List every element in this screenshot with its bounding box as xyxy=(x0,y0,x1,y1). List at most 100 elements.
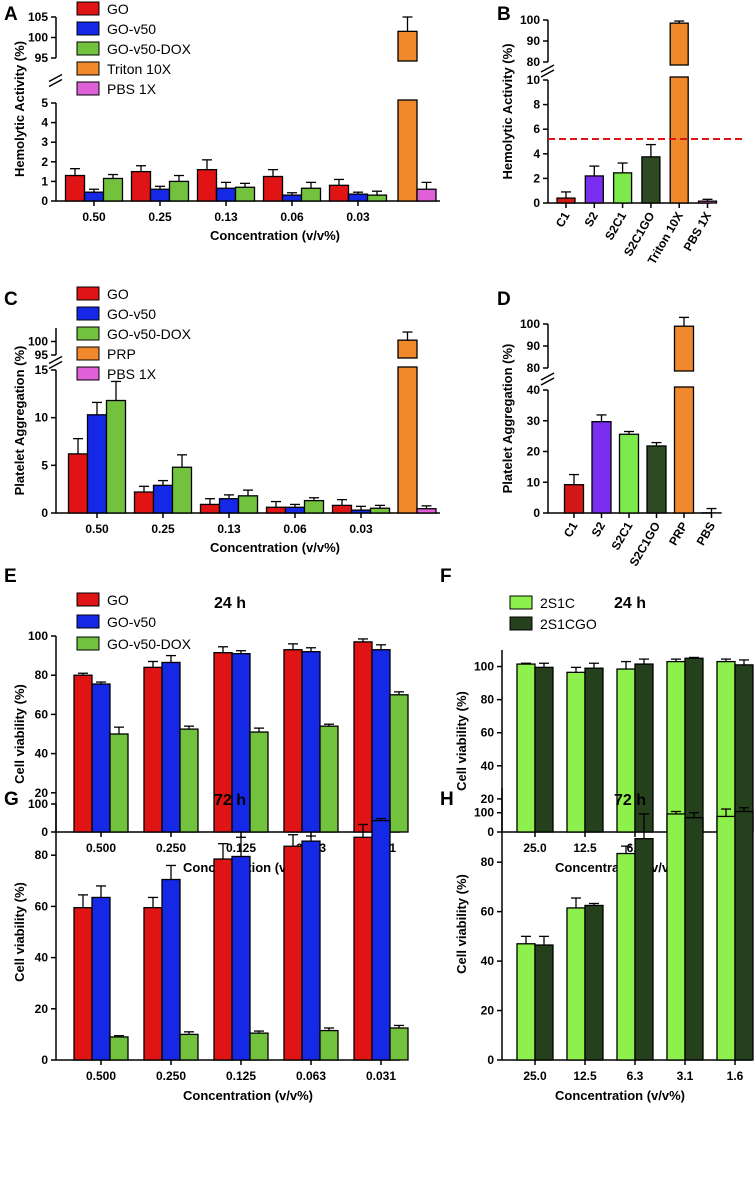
bar-GO-v50-0.03 xyxy=(350,509,372,514)
y-upper-tick-label-100: 100 xyxy=(28,31,48,45)
error-bar-GO-v50-DOX-0.031 xyxy=(394,691,404,695)
x-tick-label-0.13: 0.13 xyxy=(217,522,241,536)
x-axis-label: Concentration (v/v%) xyxy=(555,1088,685,1103)
error-bar-GO-0.03 xyxy=(337,499,347,506)
bar-S2C1GO xyxy=(641,156,661,204)
axis-break-mark-upper xyxy=(48,355,63,365)
y-lower-tick-label-0: 0 xyxy=(533,196,540,210)
error-bar-2S1C-25.0 xyxy=(521,935,531,944)
bar-GO-v50-0.50 xyxy=(86,414,108,514)
legend-label: 2S1CGO xyxy=(540,616,597,632)
error-bar-PRP xyxy=(679,316,689,327)
legend-swatch xyxy=(76,614,100,629)
bar-2S1C-3.1 xyxy=(666,660,686,833)
bar-GO-0.063 xyxy=(283,845,303,1061)
y-tick-label-40: 40 xyxy=(35,951,49,965)
y-lower-tick-label-30: 30 xyxy=(527,414,541,428)
y-tick-label-0: 0 xyxy=(487,825,494,839)
bar-GO-0.25 xyxy=(130,170,152,202)
bar-GO-0.031 xyxy=(353,641,373,833)
error-bar-2S1CGO-12.5 xyxy=(589,902,599,906)
axis-break-mark-lower xyxy=(48,360,63,370)
error-bar-GO-0.50 xyxy=(73,437,83,454)
bar-GO-v50-DOX-0.125 xyxy=(249,1032,269,1061)
x-tick-label-0.063: 0.063 xyxy=(296,1069,326,1083)
y-tick-label-40: 40 xyxy=(481,954,495,968)
error-bar-S2 xyxy=(589,165,600,176)
bar-Triton 10X-lower xyxy=(397,99,418,202)
bar-GO-0.250 xyxy=(143,666,163,833)
bar-GO-v50-DOX-0.063 xyxy=(319,1029,339,1061)
error-bar-GO-0.06 xyxy=(271,500,281,508)
bar-GO-v50-0.06 xyxy=(281,194,303,202)
error-bar-GO-v50-0.031 xyxy=(376,817,386,821)
axis-break-mark-lower xyxy=(540,377,555,386)
y-tick-label-20: 20 xyxy=(35,786,49,800)
legend-label: GO-v50 xyxy=(107,614,156,630)
error-bar-GO-0.063 xyxy=(288,643,298,650)
axis-break-mark-upper xyxy=(540,64,555,73)
bar-GO-0.250 xyxy=(143,907,163,1061)
legend-label: GO-v50 xyxy=(107,306,156,322)
x-tick-label-25.0: 25.0 xyxy=(523,841,547,855)
axis-break-mark-upper xyxy=(540,372,555,381)
bar-GO-v50-DOX-0.500 xyxy=(109,733,129,833)
bar-2S1C-6.3 xyxy=(616,852,636,1061)
bar-2S1C-25.0 xyxy=(516,943,536,1061)
y-tick-label-20: 20 xyxy=(35,1002,49,1016)
chart-title: 24 h xyxy=(214,595,246,612)
bar-GO-0.03 xyxy=(331,504,353,514)
error-bar-GO-0.03 xyxy=(334,178,344,186)
y-lower-tick-label-4: 4 xyxy=(41,116,48,130)
y-lower-tick-label-8: 8 xyxy=(533,98,540,112)
error-bar-2S1C-3.1 xyxy=(671,658,681,662)
legend-label: 2S1C xyxy=(540,595,575,611)
bar-2S1C-12.5 xyxy=(566,671,586,833)
bar-GO-v50-0.13 xyxy=(215,187,237,202)
error-bar-GO-v50-DOX-0.03 xyxy=(375,504,385,509)
bar-PRP-upper xyxy=(673,325,695,372)
bar-GO-0.500 xyxy=(73,907,93,1061)
y-tick-label-100: 100 xyxy=(28,629,48,643)
x-tick-label-0.25: 0.25 xyxy=(151,522,175,536)
error-bar-GO-v50-0.500 xyxy=(96,681,106,685)
panel-label: E xyxy=(4,566,17,587)
y-lower-tick-label-15: 15 xyxy=(35,363,49,377)
y-lower-tick-label-5: 5 xyxy=(41,458,48,472)
y-tick-label-40: 40 xyxy=(481,759,495,773)
error-bar-GO-v50-0.500 xyxy=(96,885,106,898)
error-bar-GO-v50-DOX-0.25 xyxy=(177,454,187,468)
error-bar-GO-v50-0.03 xyxy=(353,191,363,195)
bar-GO-v50-0.03 xyxy=(347,193,369,202)
error-bar-GO-v50-0.125 xyxy=(236,650,246,654)
bar-2S1CGO-1.6 xyxy=(734,810,754,1061)
bar-GO-v50-0.25 xyxy=(149,188,171,202)
error-bar-GO-v50-0.50 xyxy=(92,401,102,415)
error-bar-2S1C-6.3 xyxy=(621,845,631,854)
error-bar-GO-v50-DOX-0.125 xyxy=(254,727,264,733)
x-tick-label-12.5: 12.5 xyxy=(573,841,597,855)
y-axis-label: Cell viability (%) xyxy=(12,684,27,784)
legend-label: PBS 1X xyxy=(107,81,157,97)
error-bar-2S1C-25.0 xyxy=(521,662,531,665)
error-bar-GO-v50-DOX-0.500 xyxy=(114,1035,124,1037)
bar-S2 xyxy=(584,175,604,204)
error-bar-2S1CGO-3.1 xyxy=(689,656,699,659)
bar-PRP-upper xyxy=(397,339,418,359)
y-upper-tick-label-105: 105 xyxy=(28,10,48,24)
error-bar-GO-0.13 xyxy=(202,159,212,170)
legend-swatch xyxy=(76,286,100,301)
x-tick-label-0.500: 0.500 xyxy=(86,1069,116,1083)
bar-PRP-lower xyxy=(397,366,418,514)
bar-GO-0.06 xyxy=(265,506,287,514)
error-bar-2S1CGO-1.6 xyxy=(739,807,749,812)
y-tick-label-40: 40 xyxy=(35,747,49,761)
y-axis-label: Hemolytic Activity (%) xyxy=(12,41,27,177)
bar-GO-v50-DOX-0.25 xyxy=(171,466,193,514)
panel-B: B Hemolytic Activity (%) 0 2 4 6 8 10 80 90 100 C1 S… xyxy=(497,4,742,267)
y-lower-tick-label-10: 10 xyxy=(527,73,541,87)
legend-label: GO-v50-DOX xyxy=(107,41,192,57)
x-tick-label-0.250: 0.250 xyxy=(156,841,186,855)
y-lower-tick-label-0: 0 xyxy=(533,506,540,520)
